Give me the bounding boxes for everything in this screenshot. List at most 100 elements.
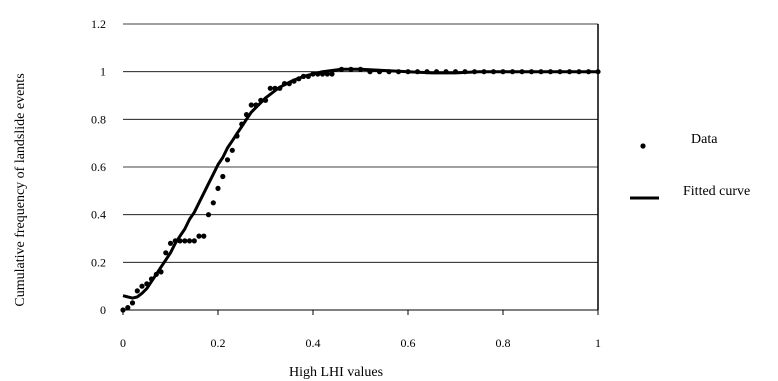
x-tick-label: 0.6 (401, 336, 416, 350)
data-point (201, 233, 207, 239)
data-point (248, 102, 254, 108)
data-point (272, 85, 278, 91)
data-point (310, 71, 316, 77)
data-point (462, 69, 468, 75)
data-point (566, 69, 573, 75)
data-point (139, 283, 145, 289)
data-point (125, 305, 131, 311)
fitted-curve-layer (122, 67, 598, 300)
data-point (281, 81, 288, 87)
data-point (163, 250, 169, 256)
data-point (120, 307, 126, 313)
data-point (239, 121, 245, 127)
x-tick-label: 1 (595, 336, 601, 350)
legend: Data Fitted curve (630, 132, 750, 200)
data-point (481, 69, 487, 75)
data-point (338, 66, 345, 72)
x-tick-label: 0.8 (496, 336, 511, 350)
x-tick-label: 0.2 (211, 336, 226, 350)
y-axis-title: Cumulative frequency of landslide events (13, 73, 28, 306)
x-tick-label: 0 (120, 336, 126, 350)
y-tick-label: 0.6 (91, 160, 106, 174)
data-point (538, 69, 544, 75)
data-point (300, 73, 307, 79)
y-tick-label: 1.2 (91, 17, 106, 31)
data-point (229, 147, 235, 153)
data-point (585, 69, 592, 75)
data-point (186, 238, 193, 244)
data-point (253, 102, 259, 108)
data-point (471, 69, 478, 75)
data-point (177, 238, 183, 244)
data-point (443, 69, 449, 75)
data-point (348, 66, 354, 72)
data-point (191, 238, 197, 244)
y-tick-label: 0.4 (91, 208, 106, 222)
y-tick-label: 0 (100, 303, 106, 317)
y-tick-label: 0.2 (91, 255, 106, 269)
data-point (576, 69, 582, 75)
gridlines (123, 23, 598, 263)
data-point (414, 69, 421, 75)
data-point (243, 112, 250, 118)
y-tick-labels: 0 0.2 0.4 0.6 0.8 1 1.2 (91, 17, 106, 317)
x-tick-marks (122, 310, 599, 315)
data-point (319, 71, 326, 77)
data-point (367, 69, 373, 75)
data-point (234, 133, 240, 139)
data-point (172, 238, 178, 244)
data-points-layer (120, 66, 601, 313)
y-tick-label: 1 (100, 65, 106, 79)
data-point (315, 71, 321, 77)
data-point (557, 69, 563, 75)
data-point (129, 300, 136, 306)
data-point (324, 71, 330, 77)
x-axis-title: High LHI values (289, 365, 383, 380)
data-point (376, 69, 383, 75)
data-point (167, 240, 174, 246)
x-tick-label: 0.4 (306, 336, 321, 350)
data-point (595, 69, 601, 75)
data-point (519, 69, 525, 75)
data-point (329, 71, 335, 77)
data-point (500, 69, 506, 75)
data-point (305, 73, 311, 79)
data-point (262, 97, 269, 103)
data-point (452, 69, 459, 75)
fitted-curve-line (122, 67, 598, 300)
legend-data-label: Data (691, 132, 718, 147)
data-point (291, 78, 297, 84)
data-point (196, 233, 202, 239)
x-tick-labels: 0 0.2 0.4 0.6 0.8 1 (120, 336, 601, 350)
data-point (224, 157, 231, 163)
data-point (424, 69, 430, 75)
legend-fitted-curve-label: Fitted curve (683, 184, 750, 199)
data-point (277, 85, 283, 91)
data-point (210, 200, 216, 206)
data-point (490, 69, 497, 75)
data-point (357, 66, 364, 72)
data-point (509, 69, 516, 75)
data-point (395, 69, 402, 75)
data-point (258, 97, 264, 103)
y-tick-label: 0.8 (91, 112, 106, 126)
data-point (547, 69, 554, 75)
data-point (433, 69, 440, 75)
data-point (205, 212, 212, 218)
data-point (220, 173, 226, 180)
plot-area (120, 23, 601, 315)
data-point (386, 69, 392, 75)
data-point (144, 281, 150, 287)
data-point (182, 238, 188, 244)
data-point (215, 185, 221, 191)
data-point (267, 85, 273, 91)
data-point (153, 271, 159, 277)
data-point (296, 76, 302, 82)
data-point (134, 288, 140, 294)
data-point (286, 81, 292, 87)
data-point (528, 69, 535, 75)
legend-data-marker (640, 143, 646, 149)
data-point (148, 276, 155, 282)
data-point (405, 69, 411, 75)
